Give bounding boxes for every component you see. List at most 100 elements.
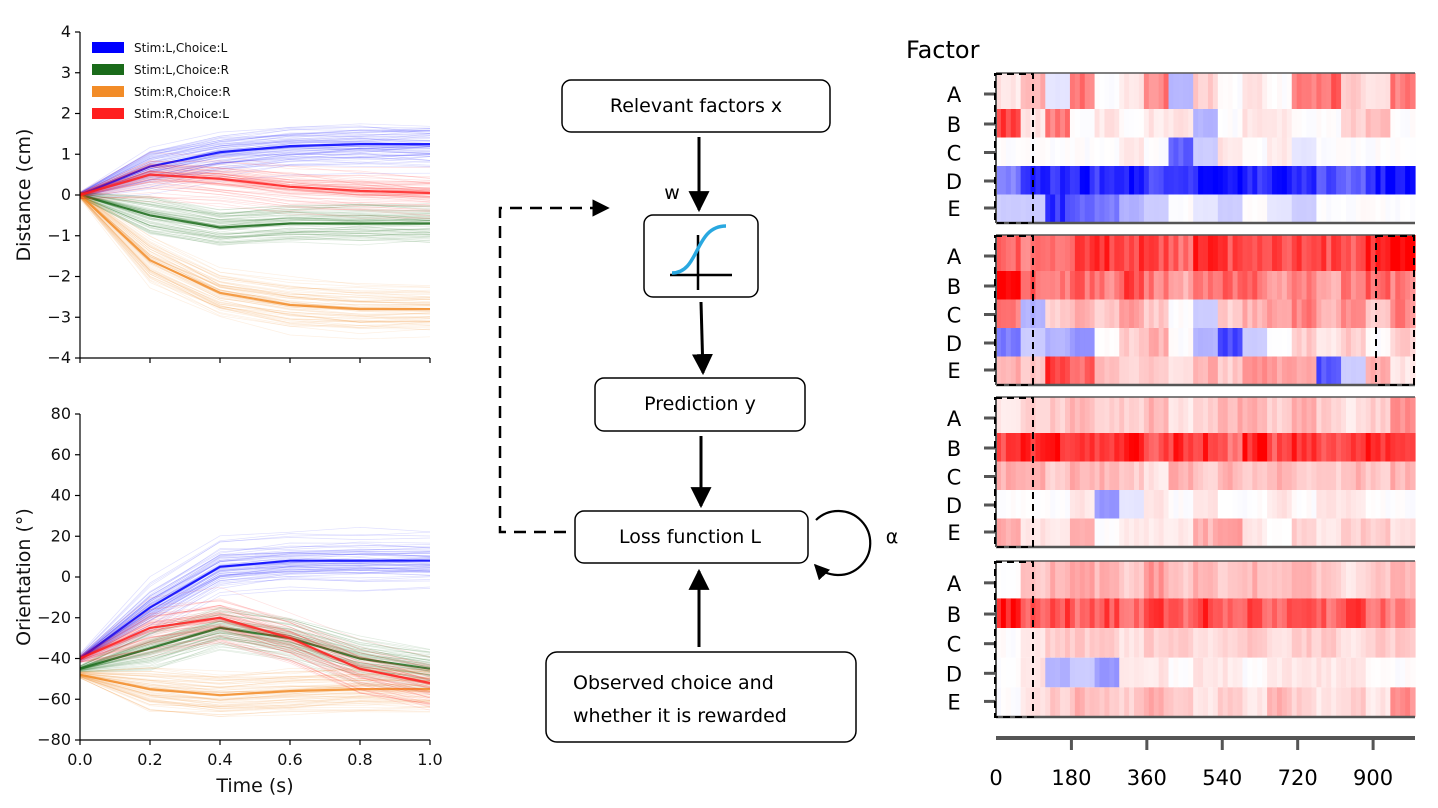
heatmap-cell xyxy=(1074,518,1081,547)
heatmap-cell xyxy=(1341,109,1347,138)
heatmap-cell xyxy=(1385,328,1391,357)
heatmap-cell xyxy=(1138,194,1145,223)
trajectory-line xyxy=(80,677,430,716)
heatmap-cell xyxy=(1114,561,1120,599)
heatmap-cell xyxy=(1134,271,1140,300)
heatmap-cell xyxy=(1015,73,1022,109)
alpha-self-loop-arrow xyxy=(813,509,872,581)
heatmap-cell xyxy=(1183,657,1189,688)
trajectory-line xyxy=(80,138,430,195)
heatmap-cell xyxy=(1074,299,1081,328)
heatmap-cell xyxy=(1035,598,1041,629)
heatmap-cell xyxy=(1222,356,1229,385)
heatmap-cell xyxy=(1331,461,1337,490)
heatmap-cell xyxy=(1410,356,1416,385)
heatmap-cell xyxy=(1079,328,1086,357)
heatmap-cell xyxy=(1380,433,1387,462)
heatmap-cell xyxy=(1410,628,1416,658)
trajectory-line xyxy=(80,128,430,194)
heatmap-cell xyxy=(1331,194,1337,223)
heatmap-cell xyxy=(1020,397,1027,433)
heatmap-cell xyxy=(1040,490,1046,519)
heatmap-cell xyxy=(1020,166,1027,195)
heatmap-cell xyxy=(1257,235,1263,271)
heatmap-cell xyxy=(1247,490,1253,519)
heatmap-cell xyxy=(1124,271,1130,300)
heatmap-cell xyxy=(1286,490,1293,519)
heatmap-cell xyxy=(1252,356,1258,385)
heatmap-cell xyxy=(1222,687,1229,717)
trajectory-line xyxy=(80,195,430,236)
heatmap-cell xyxy=(1119,271,1125,300)
trajectory-line xyxy=(80,196,430,322)
heatmap-cell xyxy=(1207,518,1214,547)
trajectory-line xyxy=(80,553,430,658)
trajectory-line xyxy=(80,165,430,195)
trajectory-line xyxy=(80,676,430,710)
heatmap-cell xyxy=(1074,687,1081,717)
heatmap-cell xyxy=(1114,433,1120,462)
heatmap-cell xyxy=(1281,518,1288,547)
heatmap-cell xyxy=(1390,194,1396,223)
heatmap-cell xyxy=(1321,687,1327,717)
heatmap-cell xyxy=(1311,598,1318,629)
heatmap-cell xyxy=(1079,687,1086,717)
heatmap-cell xyxy=(1267,687,1273,717)
heatmap-cell xyxy=(1321,397,1327,433)
heatmap-cell xyxy=(1000,397,1007,433)
trajectory-line xyxy=(80,145,430,197)
heatmap-cell xyxy=(1084,137,1091,166)
trajectory-line xyxy=(80,632,430,672)
heatmap-cell xyxy=(1400,328,1406,357)
heatmap-cell xyxy=(1055,657,1061,688)
heatmap-cell xyxy=(1198,235,1204,271)
heatmap-cell xyxy=(1380,687,1387,717)
heatmap-cell xyxy=(1143,299,1150,328)
heatmap-cell xyxy=(1074,271,1081,300)
heatmap-cell xyxy=(1203,73,1209,109)
heatmap-cell xyxy=(1375,356,1382,385)
heatmap-cell xyxy=(1336,657,1342,688)
heatmap-cell xyxy=(1074,235,1081,271)
heatmap-cell xyxy=(1331,137,1337,166)
trajectory-line xyxy=(80,570,430,661)
heatmap-cell xyxy=(1365,299,1372,328)
trajectory-line xyxy=(80,534,430,656)
heatmap-cell xyxy=(1188,356,1194,385)
heatmap-cell xyxy=(1242,518,1248,547)
trajectory-line xyxy=(80,676,430,710)
heatmap-cell xyxy=(1099,433,1106,462)
heatmap-cell xyxy=(1212,328,1219,357)
heatmap-cell xyxy=(1395,356,1401,385)
heatmap-cell xyxy=(1345,561,1352,599)
heatmap-cell xyxy=(1173,299,1179,328)
heatmap-cell xyxy=(1119,299,1125,328)
heatmap-cell xyxy=(1276,461,1283,490)
heatmap-cell xyxy=(1119,356,1125,385)
heatmap-cell xyxy=(1262,166,1268,195)
trajectory-line xyxy=(80,197,430,213)
heatmap-cell xyxy=(1079,461,1086,490)
heatmap-cell xyxy=(1207,628,1214,658)
y-tick-label: 40 xyxy=(51,486,71,505)
trajectory-line xyxy=(80,170,430,195)
heatmap-cell xyxy=(1045,461,1051,490)
heatmap-cell xyxy=(1148,73,1155,109)
trajectory-line xyxy=(80,157,430,198)
heatmap-cell xyxy=(1375,271,1382,300)
x-tick-label: 0.2 xyxy=(137,750,162,769)
heatmap-cell xyxy=(1212,687,1219,717)
heatmap-cell xyxy=(1267,433,1273,462)
trajectory-line xyxy=(80,675,430,707)
heatmap-cell xyxy=(1010,518,1017,547)
heatmap-cell xyxy=(1158,657,1165,688)
heatmap-cell xyxy=(1326,235,1332,271)
trajectory-line xyxy=(80,620,430,685)
trajectory-line xyxy=(80,130,430,194)
heatmap-cell xyxy=(1074,137,1081,166)
trajectory-line xyxy=(80,551,430,658)
heatmap-cell xyxy=(1193,356,1199,385)
trajectory-line xyxy=(80,676,430,709)
heatmap-cell xyxy=(1084,356,1091,385)
heatmap-cell xyxy=(1276,271,1283,300)
